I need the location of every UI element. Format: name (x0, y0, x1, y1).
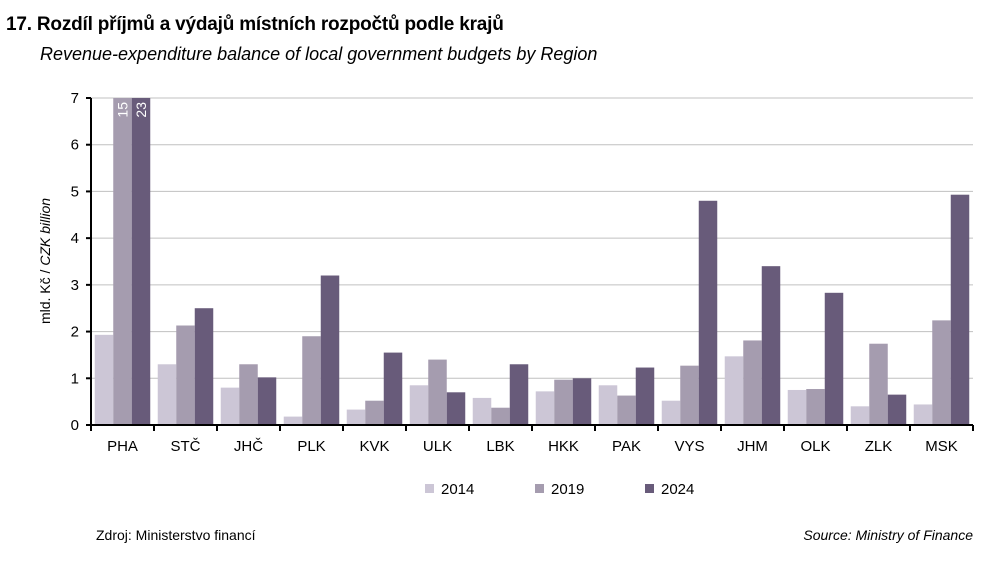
x-tick-label: HKK (548, 438, 579, 455)
bar-PLK-2014 (283, 416, 303, 425)
x-tick-label: ZLK (865, 438, 893, 455)
source-cz: Zdroj: Ministerstvo financí (96, 527, 256, 543)
y-tick-label: 2 (71, 324, 79, 341)
x-tick-label: KVK (359, 438, 389, 455)
bar-STČ-2014 (157, 364, 177, 425)
bar-VYS-2019 (680, 365, 699, 425)
y-tick-label: 6 (71, 137, 79, 154)
legend-swatch-2019 (535, 484, 544, 493)
x-tick-label: PAK (612, 438, 641, 455)
bar-PAK-2014 (598, 385, 618, 425)
y-tick-label: 3 (71, 277, 79, 294)
bar-KVK-2014 (346, 409, 366, 425)
bar-JHČ-2014 (220, 387, 240, 425)
x-tick-label: LBK (486, 438, 514, 455)
bar-MSK-2019 (932, 320, 951, 425)
bar-PAK-2019 (617, 395, 636, 425)
legend-label-2019: 2019 (551, 481, 584, 498)
bar-STČ-2019 (176, 325, 195, 425)
bar-PHA-2019 (113, 98, 132, 425)
x-tick-label: MSK (925, 438, 958, 455)
legend-label-2024: 2024 (661, 481, 694, 498)
bar-VYS-2014 (661, 400, 681, 425)
y-tick-label: 1 (71, 370, 79, 387)
legend-swatch-2014 (425, 484, 434, 493)
y-tick-labels: 0 1 2 3 4 5 6 7 (71, 90, 79, 434)
data-label-PHA-2024: 23 (133, 102, 149, 118)
bar-KVK-2024 (383, 352, 403, 425)
bar-LBK-2019 (491, 407, 510, 425)
bar-PAK-2024 (635, 367, 655, 425)
bar-OLK-2024 (824, 292, 844, 425)
bar-ZLK-2019 (869, 343, 888, 425)
bar-STČ-2024 (194, 308, 214, 425)
bar-ZLK-2024 (887, 394, 907, 425)
x-tick-label: OLK (800, 438, 830, 455)
legend-label-2014: 2014 (441, 481, 474, 498)
x-tick-label: VYS (674, 438, 704, 455)
axes (86, 97, 974, 431)
bar-PLK-2024 (320, 275, 340, 425)
bar-JHM-2014 (724, 356, 744, 425)
bars (94, 98, 970, 425)
bar-JHČ-2019 (239, 364, 258, 425)
y-axis-label: mld. Kč / CZK billion (37, 198, 53, 324)
legend-swatch-2024 (645, 484, 654, 493)
bar-ZLK-2014 (850, 406, 870, 425)
bar-PHA-2024 (131, 98, 151, 425)
bar-OLK-2014 (787, 389, 807, 425)
x-tick-label: STČ (171, 438, 201, 455)
y-tick-label: 4 (71, 230, 79, 247)
data-labels: 15 23 (115, 102, 150, 118)
y-tick-label: 0 (71, 417, 79, 434)
x-tick-label: JHM (737, 438, 768, 455)
bar-LBK-2024 (509, 364, 529, 425)
source-en: Source: Ministry of Finance (803, 527, 973, 543)
bar-HKK-2014 (535, 391, 555, 425)
data-label-PHA-2019: 15 (115, 102, 131, 118)
bar-JHM-2024 (761, 266, 781, 425)
bar-MSK-2014 (913, 404, 933, 425)
bar-PHA-2014 (94, 334, 114, 425)
x-tick-label: ULK (423, 438, 452, 455)
legend: 2014 2019 2024 (425, 481, 694, 498)
x-tick-label: PHA (107, 438, 138, 455)
bar-PLK-2019 (302, 336, 321, 425)
bar-LBK-2014 (472, 397, 492, 425)
y-tick-label: 5 (71, 183, 79, 200)
chart-subtitle: Revenue-expenditure balance of local gov… (40, 44, 598, 64)
chart-title: 17. Rozdíl příjmů a výdajů místních rozp… (6, 14, 504, 35)
y-tick-label: 7 (71, 90, 79, 107)
bar-JHČ-2024 (257, 377, 277, 425)
bar-HKK-2019 (554, 379, 573, 425)
x-tick-label: PLK (297, 438, 325, 455)
bar-VYS-2024 (698, 200, 718, 425)
bar-ULK-2019 (428, 359, 447, 425)
bar-KVK-2019 (365, 400, 384, 425)
x-tick-label: JHČ (234, 438, 263, 455)
bar-HKK-2024 (572, 378, 592, 425)
bar-MSK-2024 (950, 194, 970, 425)
bar-ULK-2014 (409, 385, 429, 425)
bar-JHM-2019 (743, 340, 762, 425)
bar-OLK-2019 (806, 389, 825, 425)
bar-ULK-2024 (446, 392, 466, 425)
x-category-labels: PHA STČ JHČ PLK KVK ULK LBK HKK PAK VYS JHM OLK ZLK M… (107, 438, 958, 455)
